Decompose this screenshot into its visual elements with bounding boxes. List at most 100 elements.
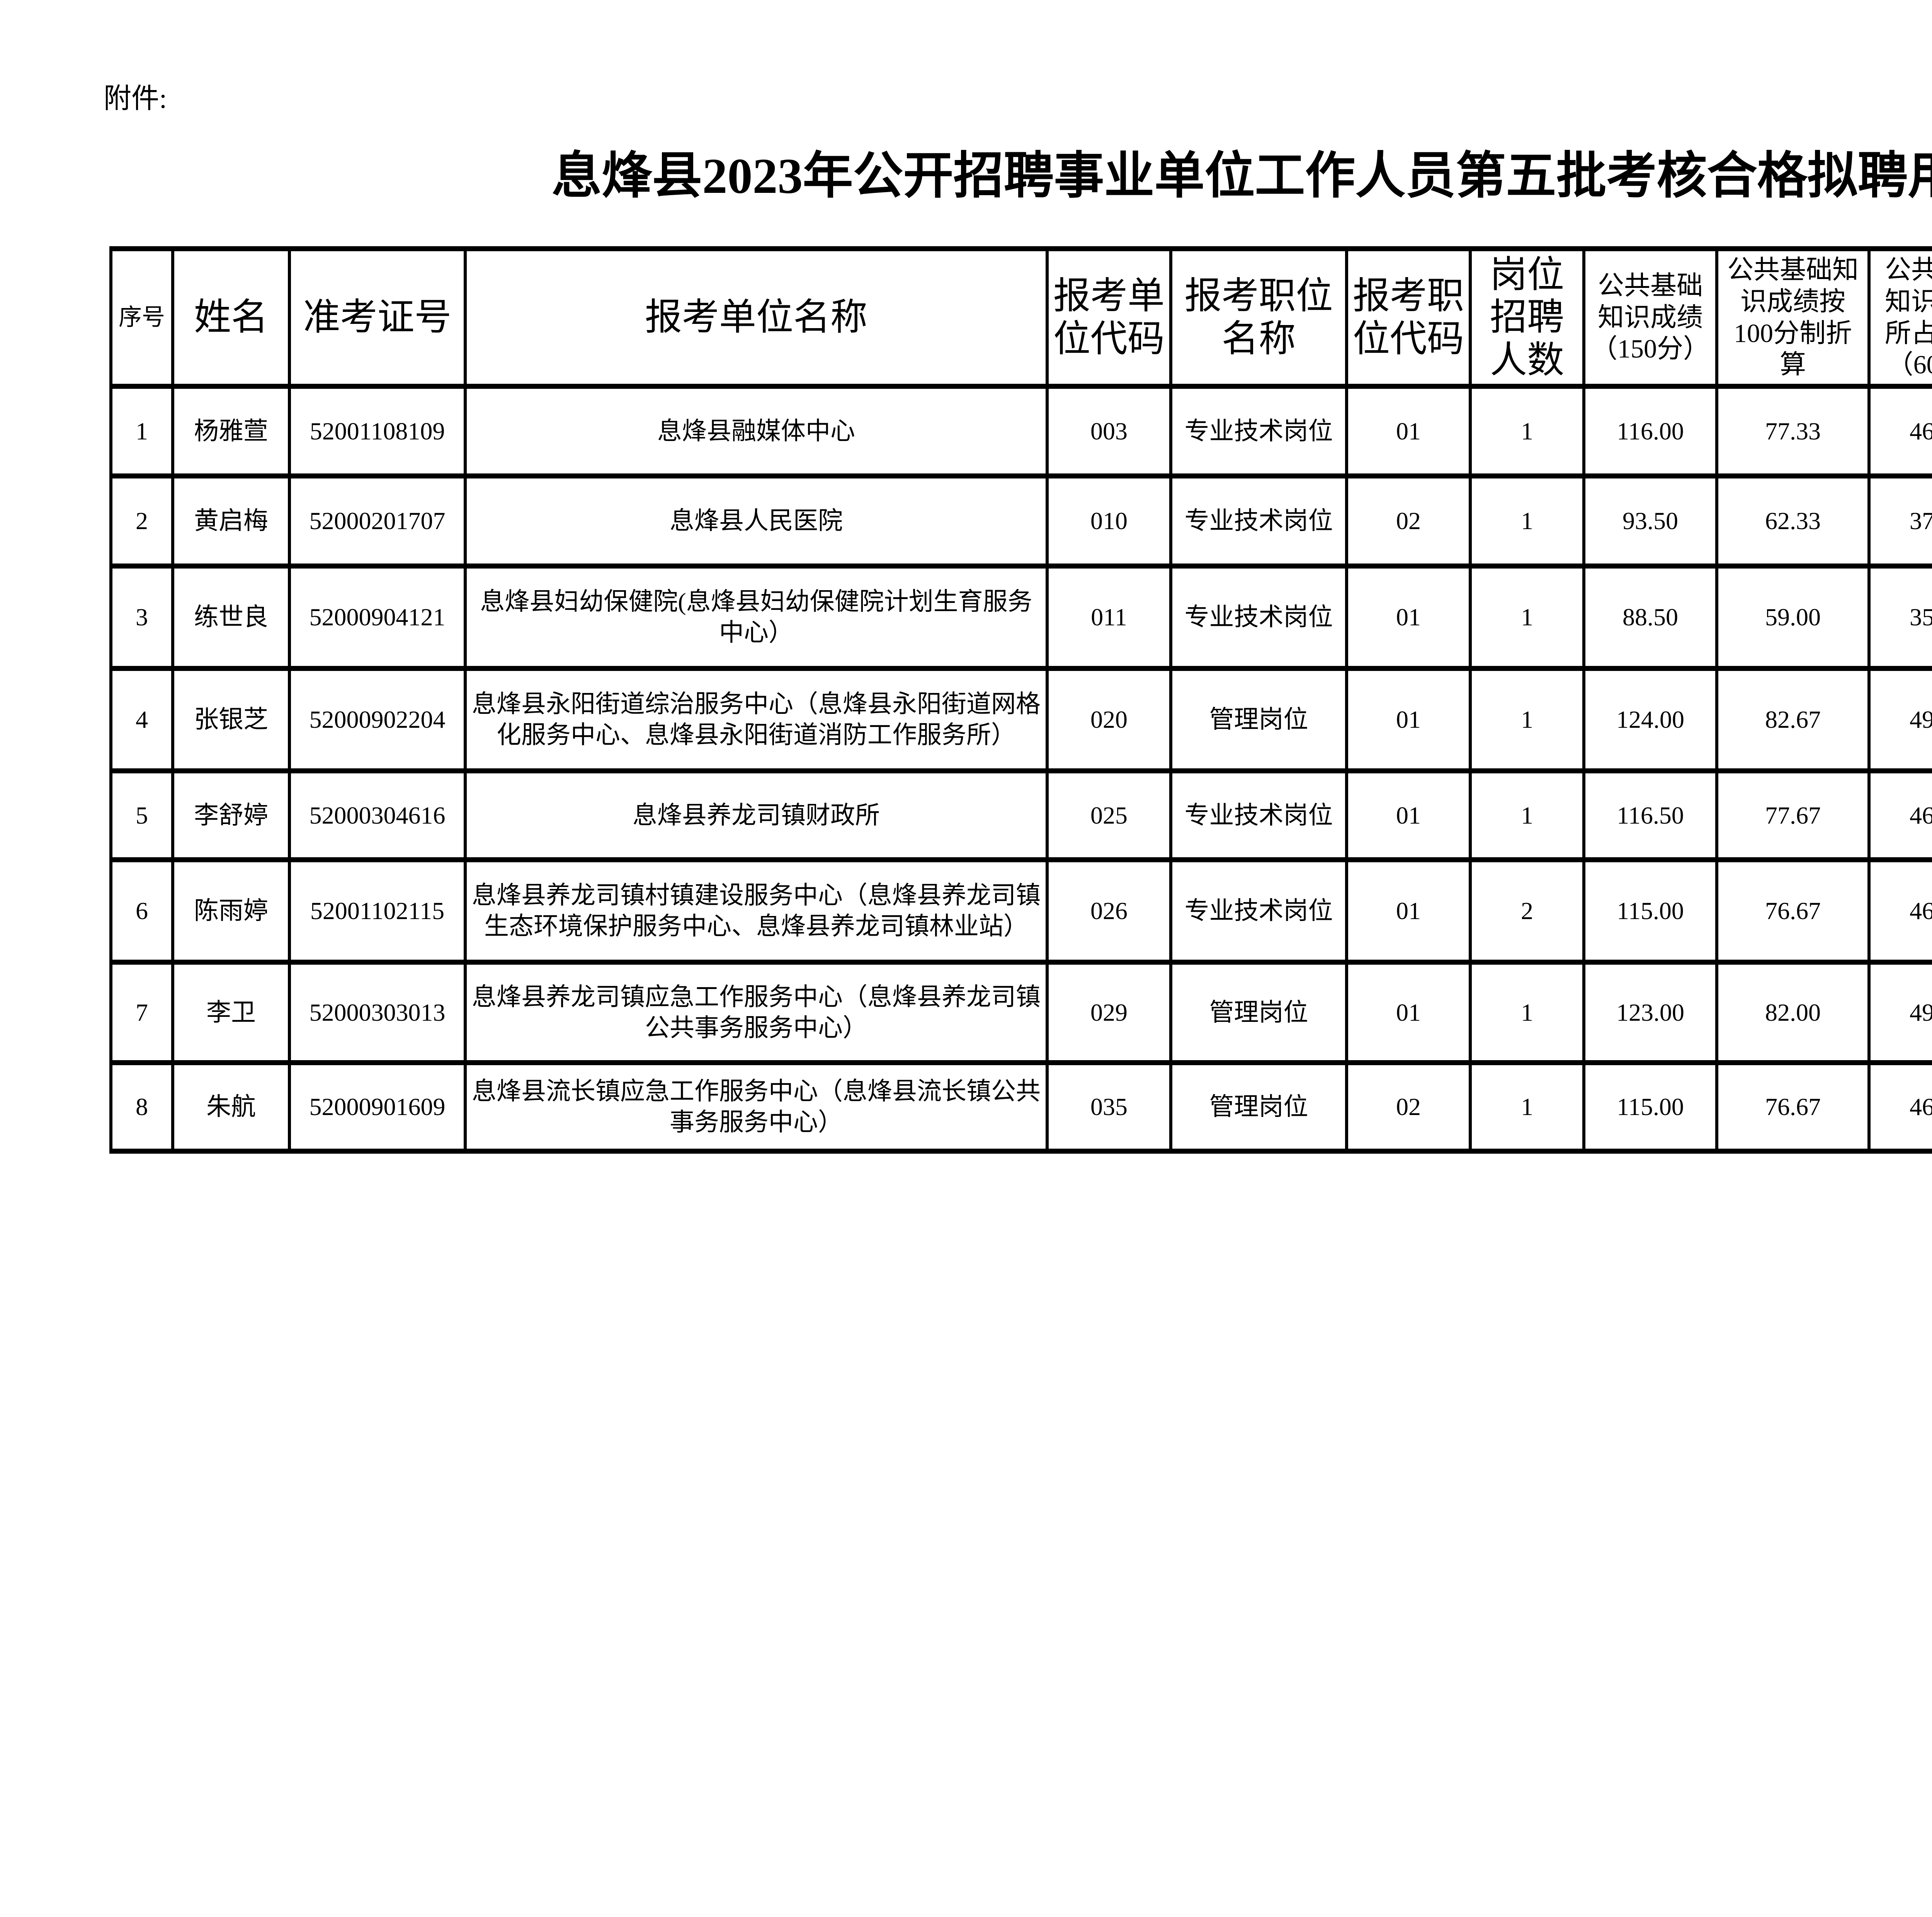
table-row: 1 杨雅萱 52001108109 息烽县融媒体中心 003 专业技术岗位 01 1 116.0… [109,384,1932,478]
table-cell: 115.00 [1582,857,1718,965]
table-body: 1 杨雅萱 52001108109 息烽县融媒体中心 003 专业技术岗位 01 1 116.0… [109,384,1932,1154]
table-cell: 46.00 [1867,857,1932,965]
table-cell: 123.00 [1582,960,1718,1065]
table-cell: 01 [1345,666,1472,773]
table-cell: 5 [109,768,174,862]
table-cell: 116.50 [1582,768,1718,862]
table-cell: 息烽县养龙司镇财政所 [464,768,1049,862]
column-header-4: 报考单位名称 [464,246,1049,389]
table-cell: 01 [1345,564,1472,671]
column-header-6: 报考职位名称 [1169,246,1348,389]
table-cell: 1 [1469,768,1585,862]
column-header-10: 公共基础知识成绩按100分制折算 [1715,246,1871,389]
table-cell: 黄启梅 [171,473,291,569]
table-cell: 46.40 [1867,384,1932,478]
table-cell: 1 [1469,473,1585,569]
table-cell: 52001102115 [288,857,467,965]
table-header-row: 序号 姓名 准考证号 报考单位名称 报考单位代码 报考职位名称 报考职位代码 岗位招聘人数 公共… [109,246,1932,389]
attachment-label: 附件: [104,83,167,114]
table-cell: 3 [109,564,174,671]
table-cell: 46.00 [1867,1060,1932,1154]
table-cell: 115.00 [1582,1060,1718,1154]
table-cell: 息烽县人民医院 [464,473,1049,569]
table-cell: 息烽县养龙司镇村镇建设服务中心（息烽县养龙司镇生态环境保护服务中心、息烽县养龙司… [464,857,1049,965]
table-cell: 01 [1345,384,1472,478]
table-cell: 62.33 [1715,473,1871,569]
table-cell: 52000303013 [288,960,467,1065]
column-header-5: 报考单位代码 [1046,246,1172,389]
table-cell: 练世良 [171,564,291,671]
table-cell: 029 [1046,960,1172,1065]
table-cell: 朱航 [171,1060,291,1154]
table-cell: 2 [1469,857,1585,965]
table-cell: 1 [1469,960,1585,1065]
table-cell: 1 [109,384,174,478]
table-cell: 息烽县永阳街道综治服务中心（息烽县永阳街道网格化服务中心、息烽县永阳街道消防工作… [464,666,1049,773]
table-cell: 124.00 [1582,666,1718,773]
table-cell: 管理岗位 [1169,666,1348,773]
table-cell: 59.00 [1715,564,1871,671]
table-row: 4 张银芝 52000902204 息烽县永阳街道综治服务中心（息烽县永阳街道网格化服… [109,666,1932,773]
table-cell: 01 [1345,857,1472,965]
table-cell: 专业技术岗位 [1169,384,1348,478]
table-cell: 52000901609 [288,1060,467,1154]
table-cell: 1 [1469,384,1585,478]
table-cell: 93.50 [1582,473,1718,569]
table-cell: 77.67 [1715,768,1871,862]
table-cell: 46.60 [1867,768,1932,862]
table-cell: 52000904121 [288,564,467,671]
table-cell: 020 [1046,666,1172,773]
table-cell: 88.50 [1582,564,1718,671]
column-header-11: 公共基础知识成绩所占比例（60%） [1867,246,1932,389]
column-header-8: 岗位招聘人数 [1469,246,1585,389]
table-cell: 息烽县流长镇应急工作服务中心（息烽县流长镇公共事务服务中心） [464,1060,1049,1154]
table-cell: 专业技术岗位 [1169,564,1348,671]
column-header-7: 报考职位代码 [1345,246,1472,389]
column-header-9: 公共基础知识成绩（150分） [1582,246,1718,389]
table-cell: 陈雨婷 [171,857,291,965]
table-cell: 82.00 [1715,960,1871,1065]
table-cell: 杨雅萱 [171,384,291,478]
table-cell: 6 [109,857,174,965]
table-row: 6 陈雨婷 52001102115 息烽县养龙司镇村镇建设服务中心（息烽县养龙司镇生态… [109,857,1932,965]
table-cell: 35.40 [1867,564,1932,671]
table-cell: 4 [109,666,174,773]
table-cell: 2 [109,473,174,569]
table-cell: 张银芝 [171,666,291,773]
table-cell: 37.40 [1867,473,1932,569]
table-cell: 52000902204 [288,666,467,773]
table-cell: 管理岗位 [1169,960,1348,1065]
table-cell: 77.33 [1715,384,1871,478]
page-title: 息烽县2023年公开招聘事业单位工作人员第五批考核合格拟聘用人员名单 [551,148,1932,204]
table-row: 5 李舒婷 52000304616 息烽县养龙司镇财政所 025 专业技术岗位 01 1 116… [109,768,1932,862]
table-cell: 010 [1046,473,1172,569]
table-cell: 专业技术岗位 [1169,768,1348,862]
table-head: 序号 姓名 准考证号 报考单位名称 报考单位代码 报考职位名称 报考职位代码 岗位招聘人数 公共… [109,246,1932,389]
table-cell: 52000201707 [288,473,467,569]
column-header-1: 序号 [109,246,174,389]
table-cell: 026 [1046,857,1172,965]
table-row: 8 朱航 52000901609 息烽县流长镇应急工作服务中心（息烽县流长镇公共事务服… [109,1060,1932,1154]
table-cell: 035 [1046,1060,1172,1154]
table-cell: 李卫 [171,960,291,1065]
table-cell: 116.00 [1582,384,1718,478]
table-cell: 01 [1345,960,1472,1065]
table-cell: 1 [1469,666,1585,773]
table-cell: 011 [1046,564,1172,671]
table-cell: 息烽县养龙司镇应急工作服务中心（息烽县养龙司镇公共事务服务中心） [464,960,1049,1065]
table-cell: 76.67 [1715,857,1871,965]
table-cell: 8 [109,1060,174,1154]
table-cell: 82.67 [1715,666,1871,773]
table-cell: 李舒婷 [171,768,291,862]
table-cell: 49.20 [1867,960,1932,1065]
table-cell: 025 [1046,768,1172,862]
table-row: 2 黄启梅 52000201707 息烽县人民医院 010 专业技术岗位 02 1 93.50 6… [109,473,1932,569]
table-cell: 003 [1046,384,1172,478]
table-row: 7 李卫 52000303013 息烽县养龙司镇应急工作服务中心（息烽县养龙司镇公共事… [109,960,1932,1065]
roster-table: 序号 姓名 准考证号 报考单位名称 报考单位代码 报考职位名称 报考职位代码 岗位招聘人数 公共… [109,246,1932,1154]
column-header-2: 姓名 [171,246,291,389]
table-cell: 02 [1345,473,1472,569]
table-cell: 管理岗位 [1169,1060,1348,1154]
table-cell: 01 [1345,768,1472,862]
table-cell: 76.67 [1715,1060,1871,1154]
